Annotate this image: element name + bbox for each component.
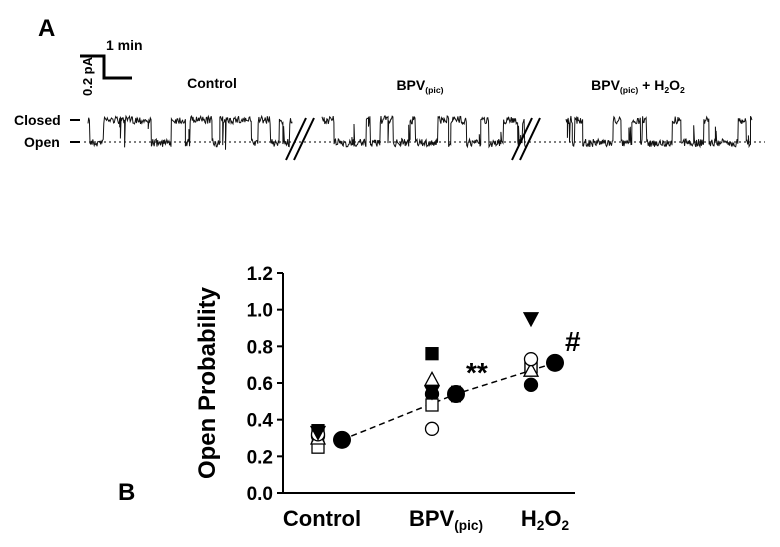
text-part: H — [521, 506, 537, 531]
y-axis-label: Open Probability — [194, 286, 221, 479]
point — [425, 347, 439, 361]
y-tick-label: 1.2 — [247, 264, 273, 285]
subscript: 2 — [562, 518, 570, 533]
current-trace — [565, 115, 753, 149]
mean-line — [341, 362, 556, 441]
text-part: Control — [283, 506, 361, 531]
y-tick-label: 0.0 — [247, 484, 273, 505]
x-tick-label: BPV(pic) — [409, 506, 483, 533]
point — [423, 385, 441, 401]
level-label: Open — [24, 134, 60, 150]
panel-letter: B — [118, 479, 135, 506]
scale-bar — [80, 54, 132, 80]
y-tick-label: 0.2 — [247, 447, 273, 468]
y-tick-label: 0.8 — [247, 337, 273, 358]
subscript: 2 — [537, 518, 545, 533]
current-trace — [87, 114, 293, 150]
text-part: BPV — [396, 77, 425, 93]
point — [425, 398, 439, 412]
text-part: + H — [638, 77, 664, 93]
point — [522, 361, 540, 377]
significance: ** — [466, 357, 488, 388]
condition-label: BPV(pic) — [396, 77, 443, 95]
significance: # — [565, 326, 581, 357]
text-part: O — [544, 506, 561, 531]
scale-current: 0.2 pA — [80, 56, 95, 96]
current-trace — [321, 115, 526, 149]
level-label: Closed — [14, 112, 61, 128]
subscript: (pic) — [620, 85, 638, 95]
mean-point — [546, 353, 564, 372]
point — [424, 421, 440, 436]
break-mark — [285, 117, 541, 161]
point — [523, 377, 539, 392]
subscript: (pic) — [425, 85, 443, 95]
text-part: BPV — [591, 77, 620, 93]
subscript: 2 — [664, 85, 669, 95]
point — [423, 370, 441, 386]
x-tick-label: H2O2 — [521, 506, 570, 533]
text-part: O — [669, 77, 680, 93]
mean-point — [333, 430, 351, 449]
point — [309, 425, 327, 441]
mean-point — [447, 385, 465, 403]
y-tick-label: 1.0 — [247, 301, 273, 322]
text-part: Control — [187, 75, 237, 91]
point — [522, 312, 540, 328]
subscript: 2 — [680, 85, 685, 95]
x-tick-label: Control — [283, 506, 361, 531]
subscript: (pic) — [454, 518, 483, 533]
panel-letter: A — [38, 15, 55, 42]
text-part: BPV — [409, 506, 455, 531]
point — [523, 352, 539, 367]
condition-label: Control — [187, 75, 237, 91]
y-tick-label: 0.6 — [247, 374, 273, 395]
y-tick-label: 0.4 — [247, 411, 274, 432]
level-tick — [70, 119, 80, 143]
condition-label: BPV(pic) + H2O2 — [591, 77, 685, 95]
scale-time: 1 min — [106, 37, 143, 53]
